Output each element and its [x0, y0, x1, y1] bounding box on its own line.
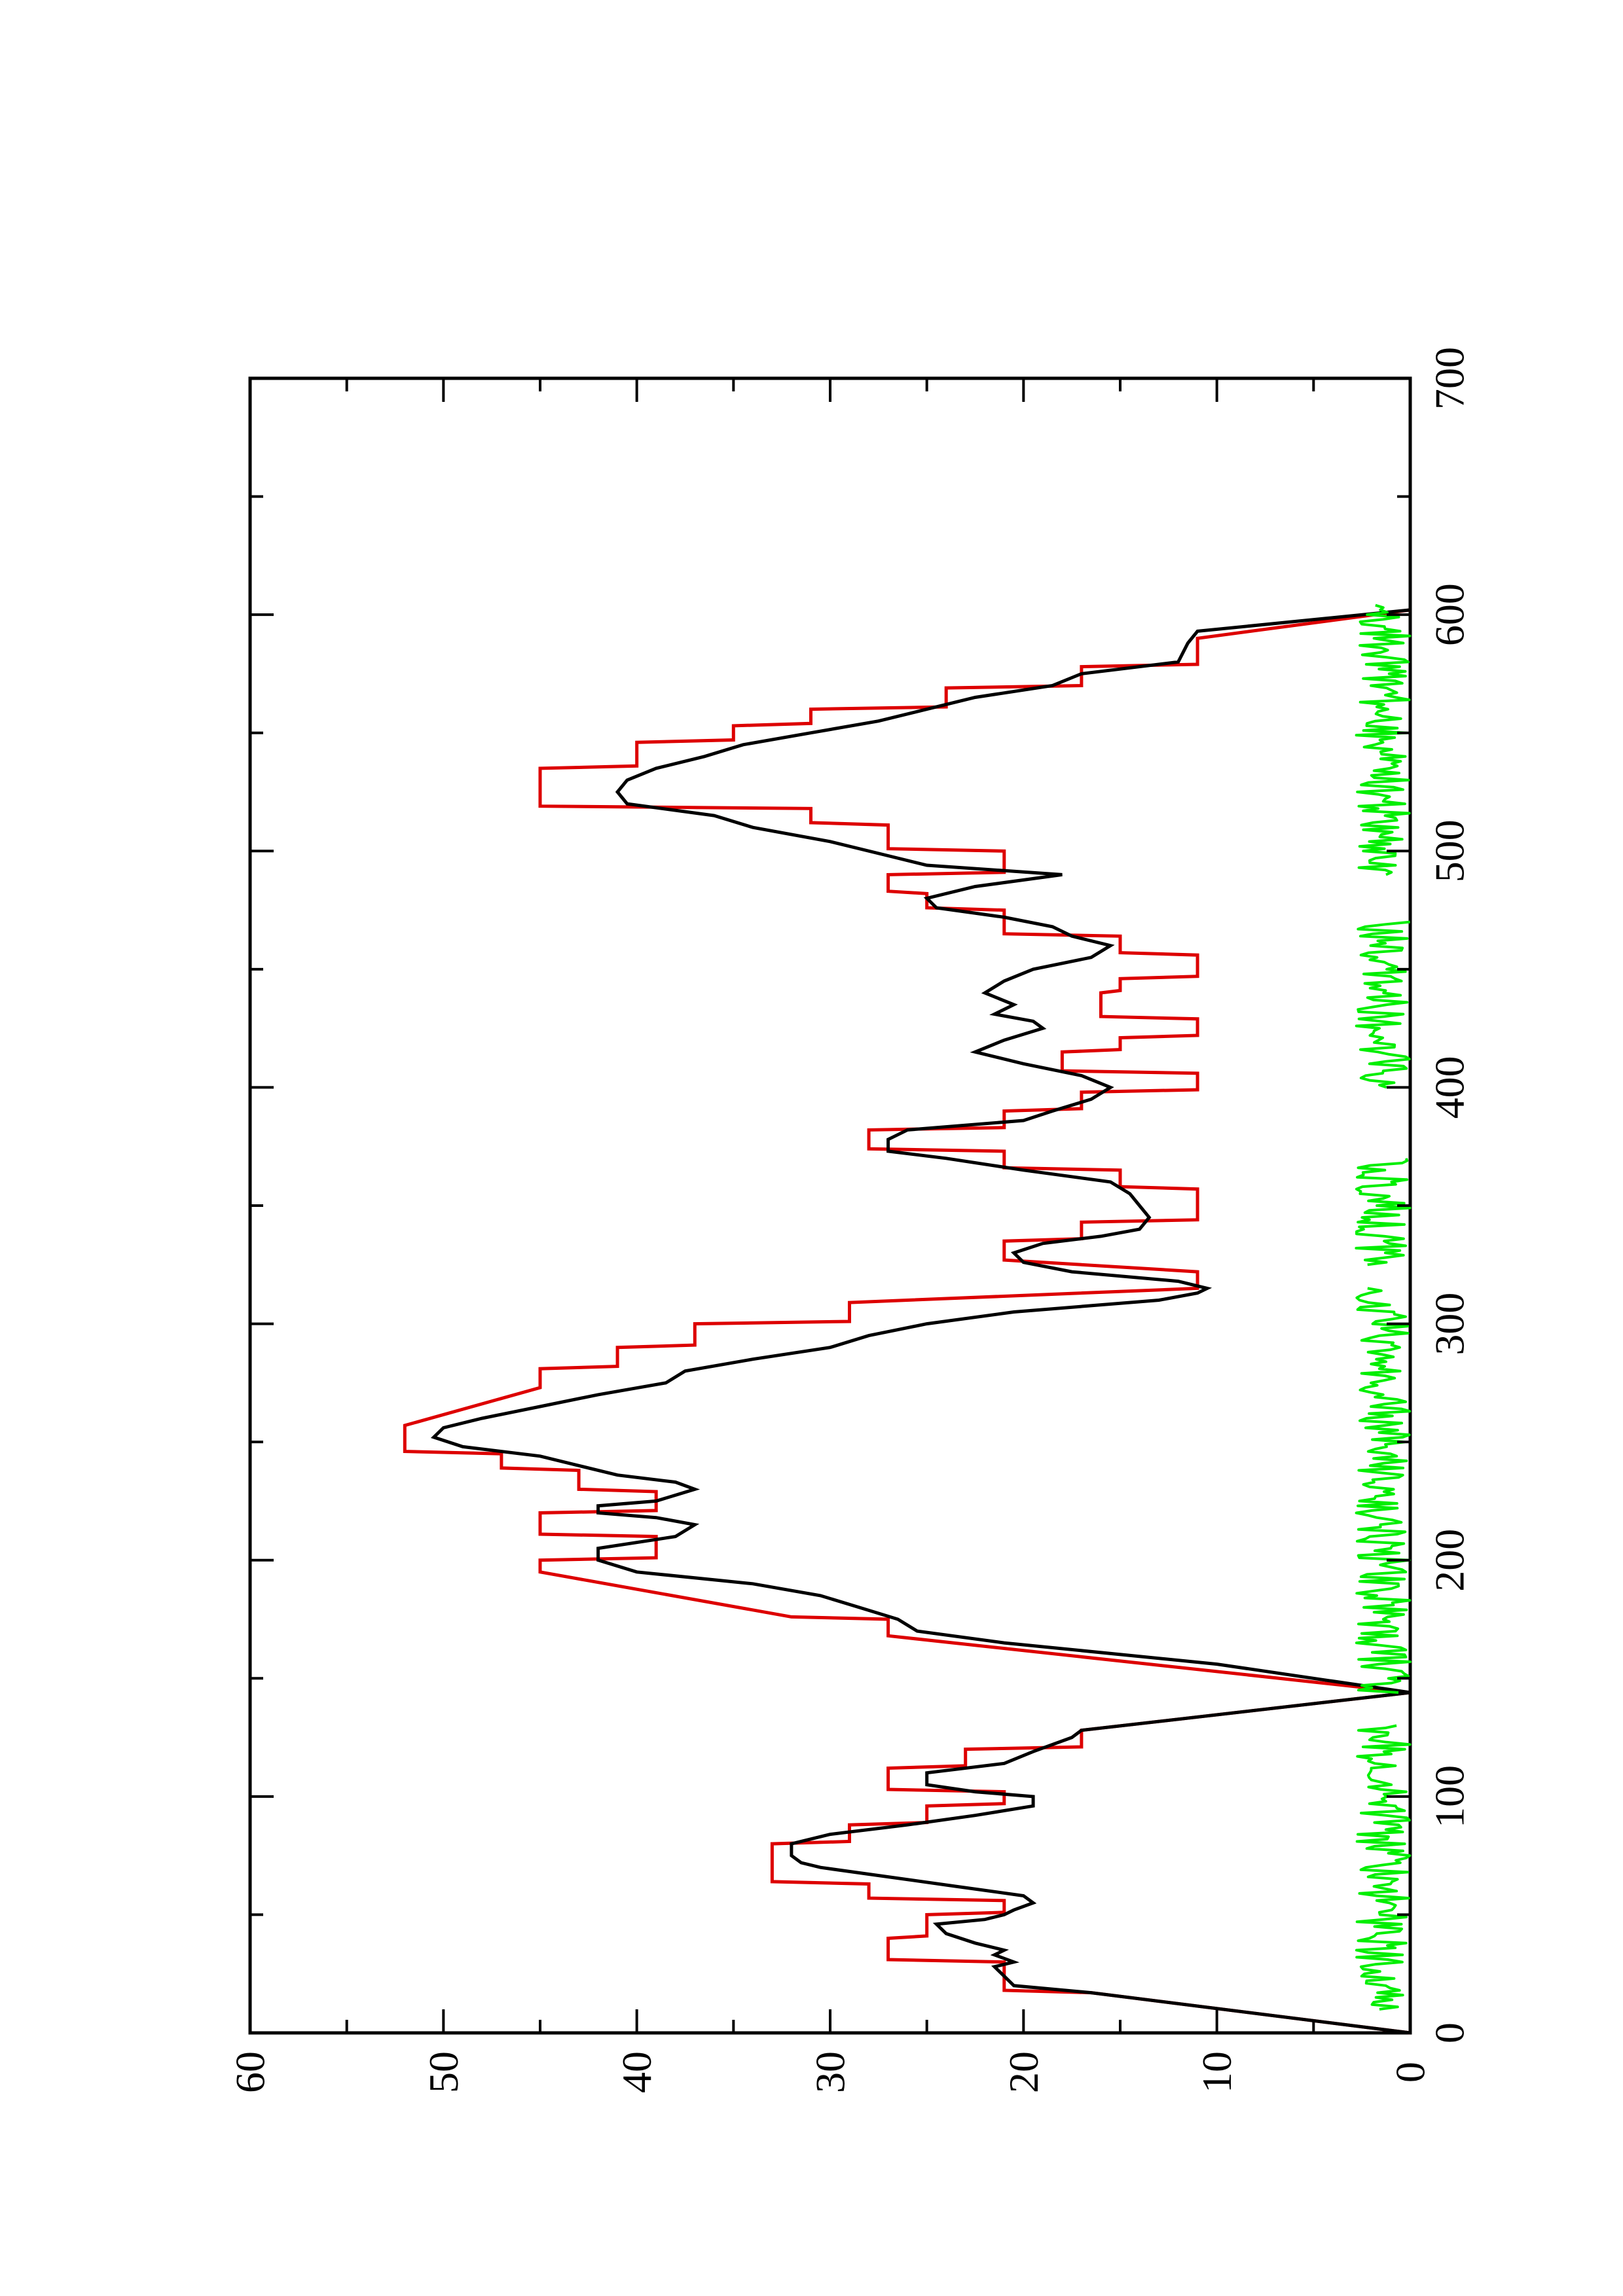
y-tick-label: 10	[1194, 2051, 1240, 2093]
series-green-line	[1355, 603, 1412, 876]
series-green-line	[1355, 1724, 1412, 2011]
series-red-line	[403, 608, 1411, 2035]
x-tick-label: 100	[1427, 1765, 1473, 1828]
x-tick-label: 200	[1427, 1529, 1473, 1592]
series-green-line	[1355, 1287, 1412, 1694]
y-tick-label: 60	[227, 2051, 274, 2093]
x-tick-label: 400	[1427, 1056, 1473, 1119]
y-tick-label: 40	[613, 2051, 660, 2093]
x-tick-label: 700	[1427, 347, 1473, 410]
x-tick-label: 300	[1427, 1293, 1473, 1355]
x-tick-label: 500	[1427, 819, 1473, 882]
series-green-line	[1355, 1158, 1412, 1266]
y-tick-label: 30	[807, 2051, 854, 2093]
series-green-line	[1355, 920, 1411, 1089]
x-tick-label: 0	[1427, 2022, 1473, 2043]
y-tick-label: 50	[420, 2051, 467, 2093]
y-tick-label: 20	[1000, 2051, 1047, 2093]
series-black-line	[430, 608, 1411, 2035]
x-tick-label: 600	[1427, 583, 1473, 646]
y-tick-label: 0	[1387, 2062, 1434, 2083]
